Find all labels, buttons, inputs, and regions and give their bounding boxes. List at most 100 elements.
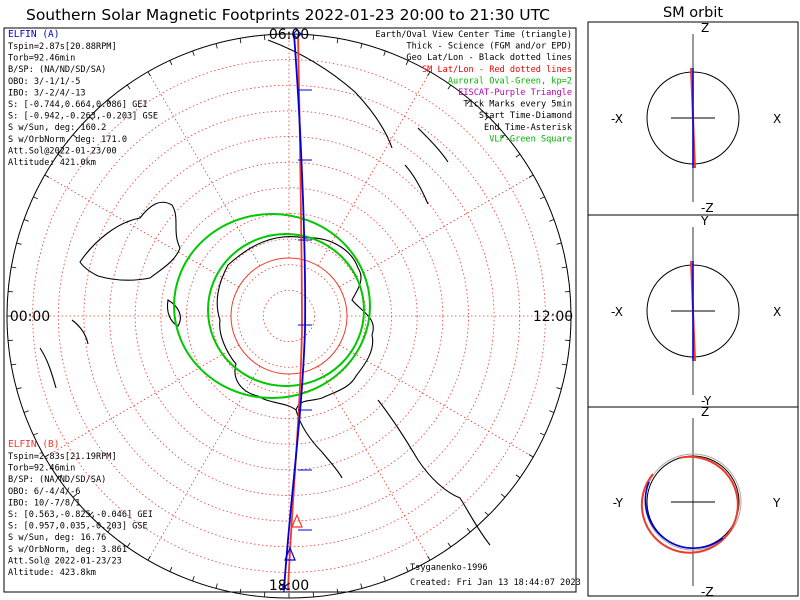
auroral-oval-poleward <box>207 233 365 387</box>
rim-tick <box>427 71 431 77</box>
elfin-b-info: ELFIN (B) Tspin=2.83s[21.19RPM] Torb=92.4… <box>8 439 153 578</box>
sm-lat-circle <box>186 213 392 419</box>
elfin-a-info: ELFIN (A) Tspin=2.87s[20.88RPM] Torb=92.4… <box>8 29 158 168</box>
rim-tick <box>447 84 452 90</box>
footprint-tracks <box>279 29 312 592</box>
rim-tick <box>360 583 363 589</box>
elfin-a-info-line: S w/Sun, deg: 160.2 <box>8 123 106 133</box>
legend-entry: Start Time-Diamond <box>479 111 572 121</box>
orbit-panel-3: Z -Z -Y Y <box>613 405 781 599</box>
elfin-b-info-line: IBO: 10/-7/8/1 <box>8 498 80 508</box>
legend-entry: Earth/Oval View Center Time (triangle) <box>375 30 572 40</box>
legend-entry: Auroral Oval-Green, kp=2 <box>448 76 572 86</box>
rim-tick <box>383 50 386 56</box>
rim-tick <box>427 555 431 561</box>
rim-tick <box>215 583 218 589</box>
legend-entry: Tick Marks every 5min <box>463 100 572 110</box>
sm-lat-circle <box>32 59 546 573</box>
orbit-axis-label-right: X <box>773 305 781 319</box>
orbit-title: SM orbit <box>663 5 723 21</box>
rim-tick <box>126 84 131 90</box>
sm-lat-circle <box>237 264 341 368</box>
sm-lon-line <box>44 174 239 288</box>
elfin-b-orbit-trace <box>640 455 739 554</box>
sm-lat-circle <box>83 110 495 522</box>
rim-tick <box>466 527 471 533</box>
elfin-a-info-line: B/SP: (NA/ND/SD/SA) <box>8 65 106 75</box>
legend: Earth/Oval View Center Time (triangle) Th… <box>375 30 572 144</box>
legend-entry: End Time-Asterisk <box>484 123 573 133</box>
auroral-oval-equatorward <box>173 213 371 399</box>
rim-tick <box>57 474 63 479</box>
mlt-label-right: 12:00 <box>533 309 573 325</box>
antarctica-coast <box>216 236 374 411</box>
elfin-a-info-line: IBO: 3/-2/4/-13 <box>8 88 86 98</box>
coastlines <box>39 39 491 546</box>
rim-tick <box>44 174 50 178</box>
rim-tick <box>72 493 78 498</box>
elfin-a-name: ELFIN (A) <box>8 29 59 40</box>
rim-tick <box>561 363 567 366</box>
elfin-b-view-triangle <box>291 513 303 528</box>
rim-tick <box>549 410 555 413</box>
south-atlantic-islands <box>39 319 89 389</box>
figure-title: Southern Solar Magnetic Footprints 2022-… <box>26 6 550 24</box>
created-credit: Created: Fri Jan 13 18:44:07 2023 <box>410 578 581 588</box>
rim-tick <box>11 363 17 366</box>
sm-grid <box>6 33 572 599</box>
elfin-a-info-line: S: [-0.744,0.664,0.086] GEI <box>8 100 148 110</box>
sm-lat-circle <box>211 238 367 394</box>
rim-tick <box>239 38 242 44</box>
south-america-coast <box>377 399 491 546</box>
sm-lon-line <box>317 71 431 266</box>
rim-tick <box>447 542 452 548</box>
australia-coast <box>79 201 181 281</box>
rim-tick <box>107 99 112 105</box>
orbit-axis-label-left: -X <box>611 112 623 126</box>
sm-lon-line <box>147 71 261 266</box>
rim-tick <box>192 576 195 582</box>
rim-tick <box>549 219 555 222</box>
rim-tick <box>169 60 173 66</box>
legend-entry: VLF-Green Square <box>489 134 572 144</box>
elfin-b-info-line: Torb=92.46min <box>8 464 75 474</box>
rim-tick <box>169 566 173 572</box>
elfin-b-info-line: S w/OrbNorm, deg: 3.861 <box>8 545 127 555</box>
orbit-axis-label-left: -Y <box>613 496 624 510</box>
orbit-axis-label-right: Y <box>772 496 781 510</box>
rim-tick <box>147 555 151 561</box>
rim-tick <box>539 432 545 436</box>
orbit-axis-label-bottom: -Z <box>701 201 714 215</box>
elfin-a-track <box>283 33 307 591</box>
rim-tick <box>192 50 195 56</box>
rim-tick <box>33 432 39 436</box>
elfin-b-info-line: OBO: 6/-4/4/-6 <box>8 487 80 497</box>
rim-tick <box>383 576 386 582</box>
auroral-oval <box>173 213 371 399</box>
polar-map <box>6 29 572 599</box>
sm-lat-circle <box>262 289 316 343</box>
elfin-b-info-line: Tspin=2.83s[21.19RPM] <box>8 452 117 462</box>
elfin-b-info-line: B/SP: (NA/ND/SD/SA) <box>8 475 106 485</box>
elfin-a-info-line: S w/OrbNorm, deg: 171.0 <box>8 135 127 145</box>
elfin-b-name: ELFIN (B) <box>8 439 59 450</box>
rim-tick <box>215 43 218 49</box>
elfin-a-info-line: Att.Sol@2022-01-23/00 <box>8 146 117 156</box>
elfin-a-orbit-trace <box>644 481 724 549</box>
legend-entry: SM Lat/Lon - Red dotted lines <box>422 65 572 75</box>
orbit-axis-label-bottom: -Y <box>701 394 712 408</box>
orbit-axis-label-bottom: -Z <box>701 585 714 599</box>
elfin-a-info-line: Tspin=2.87s[20.88RPM] <box>8 42 117 52</box>
tasmania-coast <box>166 299 181 327</box>
orbit-axis-label-top: Z <box>701 405 709 419</box>
sm-lon-line <box>339 344 534 458</box>
rim-tick <box>11 266 17 269</box>
rim-tick <box>539 196 545 200</box>
map-frame <box>3 27 577 593</box>
sm-lon-line <box>339 174 534 288</box>
rim-tick <box>484 116 489 121</box>
orbit-panels-frame <box>587 21 799 597</box>
mlt-label-bottom: 18:00 <box>269 578 309 594</box>
legend-entry: EISCAT-Purple Triangle <box>458 88 572 98</box>
rim-tick <box>107 527 112 533</box>
